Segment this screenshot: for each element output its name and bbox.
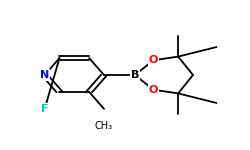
Text: O: O <box>149 85 158 95</box>
Text: N: N <box>40 70 49 80</box>
Text: F: F <box>41 104 48 114</box>
Text: O: O <box>149 55 158 65</box>
Text: B: B <box>131 70 139 80</box>
Text: CH₃: CH₃ <box>95 121 113 131</box>
